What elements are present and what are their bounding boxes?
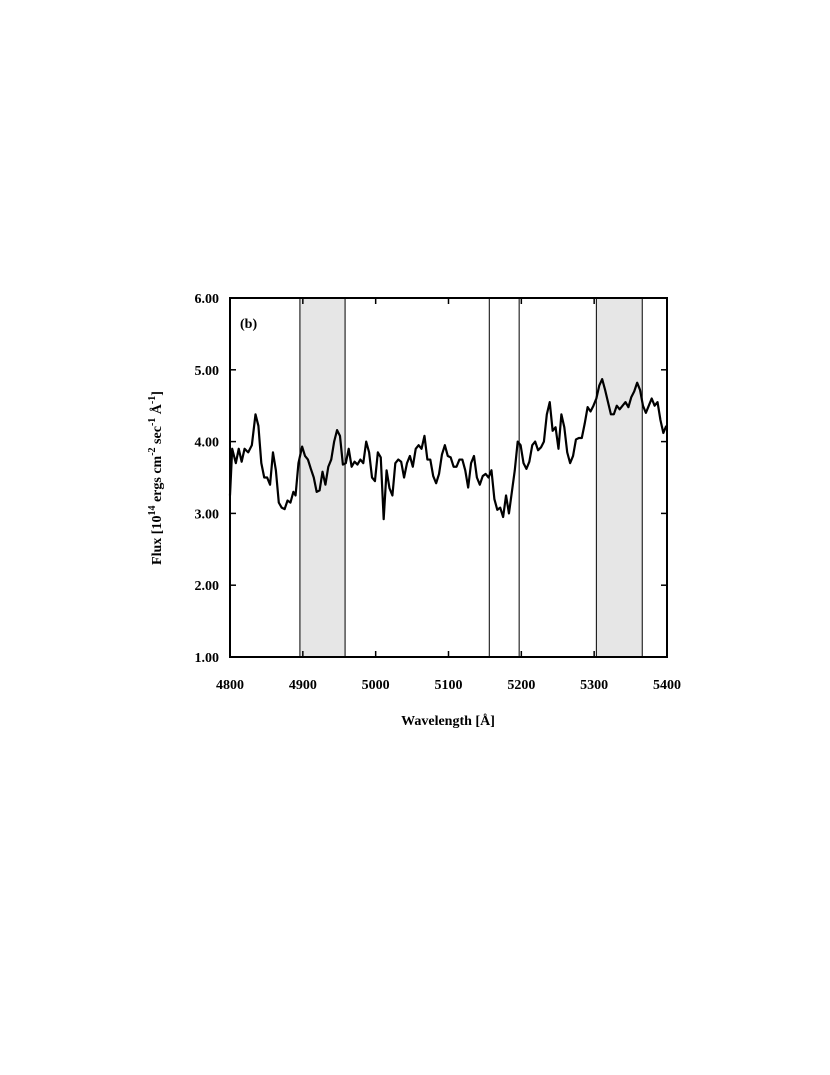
y-axis-label-part: ergs cm: [150, 455, 165, 505]
x-tick-label: 5200: [507, 678, 535, 693]
y-tick-label: 6.00: [195, 292, 220, 307]
x-tick-label: 4900: [289, 678, 317, 693]
y-axis-label-part: Flux [10: [150, 516, 165, 565]
x-tick-label: 5300: [580, 678, 608, 693]
y-axis-label-part: sec: [150, 426, 165, 447]
y-tick-label: 2.00: [195, 579, 220, 594]
y-axis-label-part: -2: [147, 447, 158, 455]
y-tick-label: 5.00: [195, 364, 220, 379]
x-tick-label: 5000: [362, 678, 390, 693]
shaded-region: [595, 297, 643, 658]
x-tick-label: 5400: [653, 678, 681, 693]
x-tick-label: 5100: [435, 678, 463, 693]
x-axis-label: Wavelength [Å]: [401, 713, 495, 729]
y-axis-label-part: Å: [149, 403, 165, 418]
y-axis-label-part: -1: [147, 418, 158, 426]
y-tick-label: 4.00: [195, 436, 220, 451]
y-tick-label: 1.00: [195, 651, 220, 666]
y-axis-label-part: -1: [147, 396, 158, 404]
panel-label: (b): [240, 317, 257, 332]
y-axis-label-part: 14: [147, 506, 158, 516]
y-axis-label-part: ]: [150, 391, 165, 396]
spectrum-line: [228, 378, 668, 521]
y-tick-label: 3.00: [195, 507, 220, 522]
y-axis-label: Flux [1014 ergs cm-2 sec-1 Å-1]: [147, 391, 165, 565]
x-tick-label: 4800: [216, 678, 244, 693]
